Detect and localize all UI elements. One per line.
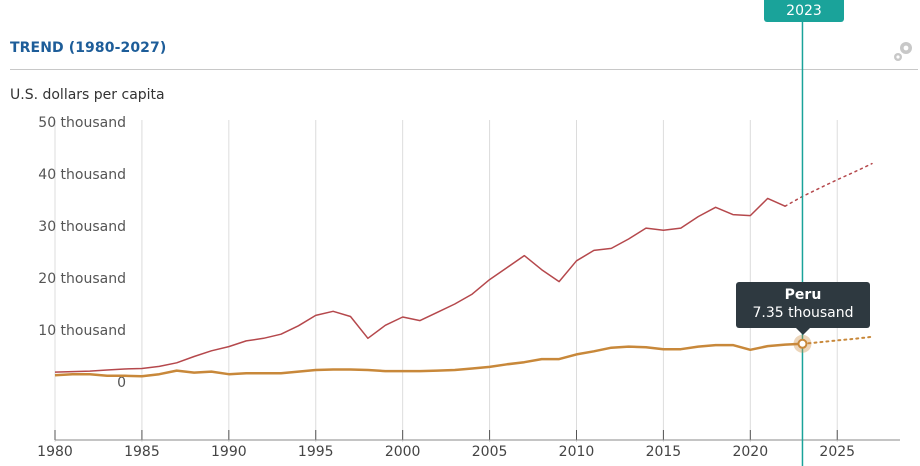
x-tick-label: 2025 bbox=[819, 444, 855, 460]
y-tick-label: 10 thousand bbox=[38, 323, 126, 339]
y-tick-label: 30 thousand bbox=[38, 219, 126, 235]
y-tick-label: 40 thousand bbox=[38, 167, 126, 183]
x-tick-label: 1985 bbox=[124, 444, 160, 460]
y-tick-label: 50 thousand bbox=[38, 115, 126, 131]
chart-title: TREND (1980-2027) bbox=[10, 40, 167, 56]
peru-projection-line bbox=[801, 335, 873, 345]
series-1-line bbox=[54, 197, 786, 373]
x-tick-label: 1990 bbox=[211, 444, 247, 460]
series-1-projection-line bbox=[784, 162, 873, 207]
tooltip: Peru 7.35 thousand bbox=[736, 282, 870, 335]
x-tick-label: 2005 bbox=[472, 444, 508, 460]
x-tick-label: 1980 bbox=[37, 444, 73, 460]
x-tick-label: 2015 bbox=[646, 444, 682, 460]
y-axis-label: U.S. dollars per capita bbox=[10, 87, 165, 103]
y-tick-label: 0 bbox=[117, 375, 126, 391]
peru-line bbox=[54, 342, 803, 378]
highlight-point bbox=[797, 338, 808, 349]
x-tick-label: 1995 bbox=[298, 444, 334, 460]
x-tick-label: 2010 bbox=[559, 444, 595, 460]
tooltip-series-name: Peru bbox=[784, 287, 822, 303]
y-tick-label: 20 thousand bbox=[38, 271, 126, 287]
x-tick-label: 2020 bbox=[732, 444, 768, 460]
tooltip-value: 7.35 thousand bbox=[752, 305, 854, 321]
selected-year-flag[interactable]: 2023 bbox=[764, 0, 844, 22]
x-tick-label: 2000 bbox=[385, 444, 421, 460]
header-divider bbox=[10, 69, 918, 70]
gear-icon[interactable] bbox=[888, 36, 918, 66]
